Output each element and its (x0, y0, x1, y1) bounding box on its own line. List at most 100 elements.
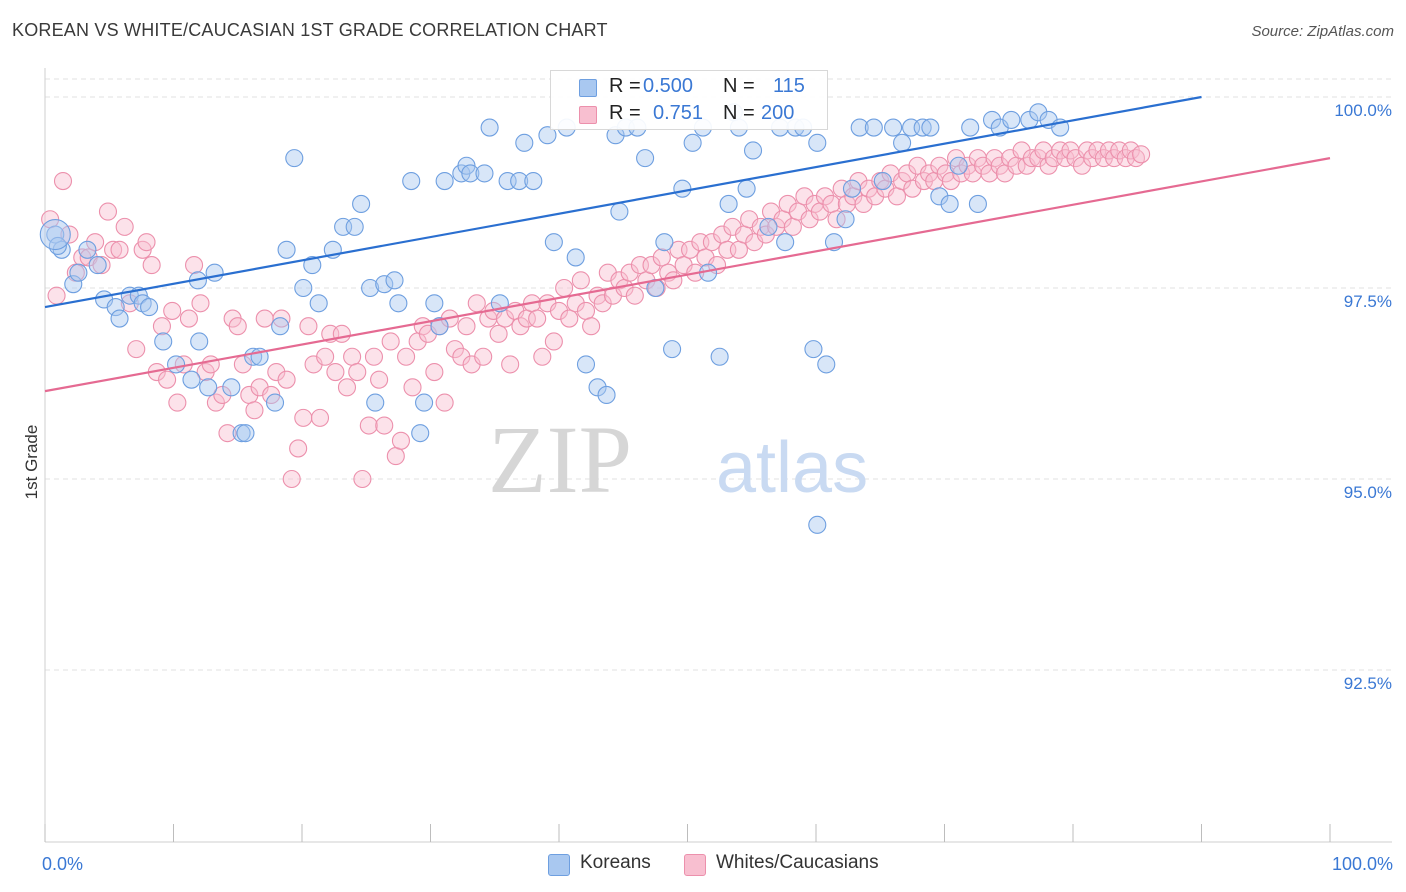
y-axis-label: 1st Grade (22, 424, 41, 500)
point-koreans (309, 294, 328, 313)
point-whites (652, 248, 671, 267)
point-koreans (884, 118, 903, 137)
point-whites (528, 309, 547, 328)
point-whites (289, 439, 308, 458)
point-whites (343, 347, 362, 366)
point-koreans (921, 118, 940, 137)
point-whites (452, 347, 471, 366)
point-whites (501, 355, 520, 374)
point-koreans (352, 194, 371, 214)
point-koreans (435, 171, 454, 191)
point-koreans (190, 332, 209, 351)
point-koreans (663, 340, 682, 359)
point-whites (277, 370, 296, 389)
point-whites (110, 240, 129, 259)
point-koreans (222, 378, 241, 397)
point-koreans (461, 164, 480, 183)
point-koreans (710, 347, 729, 366)
point-whites (282, 469, 301, 489)
point-koreans (430, 317, 449, 336)
point-whites (930, 156, 949, 175)
point-koreans (294, 278, 313, 298)
legend-r-value: 0.751 (653, 102, 704, 124)
point-koreans (968, 194, 987, 214)
point-whites (47, 286, 66, 305)
point-whites (620, 263, 639, 282)
point-koreans (277, 240, 296, 259)
point-whites (201, 355, 220, 374)
point-whites (86, 233, 105, 252)
legend-r-label: R = (609, 75, 641, 97)
series-whites (41, 141, 1151, 489)
point-whites (822, 194, 841, 214)
point-koreans (683, 133, 702, 152)
point-whites (1132, 145, 1151, 164)
point-koreans (411, 424, 430, 443)
point-koreans (69, 263, 88, 282)
point-whites (474, 347, 493, 366)
point-whites (294, 408, 313, 427)
axes (44, 68, 1392, 843)
point-whites (168, 393, 187, 412)
point-whites (137, 233, 156, 252)
point-koreans (106, 298, 125, 317)
point-whites (337, 378, 357, 397)
point-whites (218, 424, 237, 443)
point-koreans (776, 233, 795, 252)
point-koreans (737, 179, 756, 198)
point-koreans (673, 179, 692, 198)
point-whites (375, 416, 394, 435)
point-koreans (64, 275, 83, 294)
point-koreans (366, 393, 385, 412)
legend-r-value: 0.500 (643, 75, 694, 97)
point-whites (272, 309, 291, 328)
trendlines (44, 95, 1331, 393)
legend-label-whites: Whites/Caucasians (716, 852, 879, 873)
point-koreans (719, 194, 738, 214)
point-koreans (88, 256, 107, 275)
point-whites (511, 317, 530, 336)
legend-swatch-whites (579, 106, 597, 124)
point-koreans (110, 309, 129, 328)
legend-r-label: R = (609, 102, 641, 124)
point-whites (191, 294, 210, 313)
point-whites (359, 416, 378, 435)
series-legend: Koreans Whites/Caucasians (0, 852, 1406, 876)
point-whites (370, 370, 389, 389)
point-koreans (913, 118, 932, 137)
y-tick-label: 97.5% (1344, 292, 1392, 311)
source-label: Source: ZipAtlas.com (1251, 23, 1394, 40)
point-koreans (759, 217, 778, 236)
point-koreans (1029, 103, 1048, 122)
watermark-atlas: atlas (716, 428, 868, 508)
point-koreans (982, 110, 1002, 129)
point-whites (887, 187, 907, 206)
point-whites (815, 187, 835, 206)
y-tick-label: 100.0% (1334, 101, 1392, 120)
point-whites (625, 286, 644, 305)
point-whites (571, 271, 590, 290)
point-koreans (808, 515, 827, 534)
point-koreans (425, 294, 444, 313)
point-whites (152, 317, 171, 336)
trendline-whites (44, 157, 1331, 393)
point-koreans (817, 355, 836, 374)
y-tick-label: 92.5% (1344, 674, 1392, 693)
trendline-koreans (44, 95, 1202, 309)
point-koreans-cluster (39, 218, 71, 251)
point-whites (316, 347, 335, 366)
point-whites (560, 309, 579, 328)
point-koreans (597, 385, 616, 405)
point-whites (104, 240, 123, 259)
point-koreans (576, 355, 596, 374)
point-koreans (389, 294, 408, 313)
point-whites (381, 332, 400, 351)
point-koreans (850, 118, 869, 137)
point-whites (778, 194, 797, 214)
point-koreans (808, 133, 827, 152)
point-whites (179, 309, 198, 328)
point-koreans (375, 275, 394, 294)
point-whites (299, 317, 318, 336)
point-whites (364, 347, 384, 366)
point-whites (941, 171, 960, 191)
